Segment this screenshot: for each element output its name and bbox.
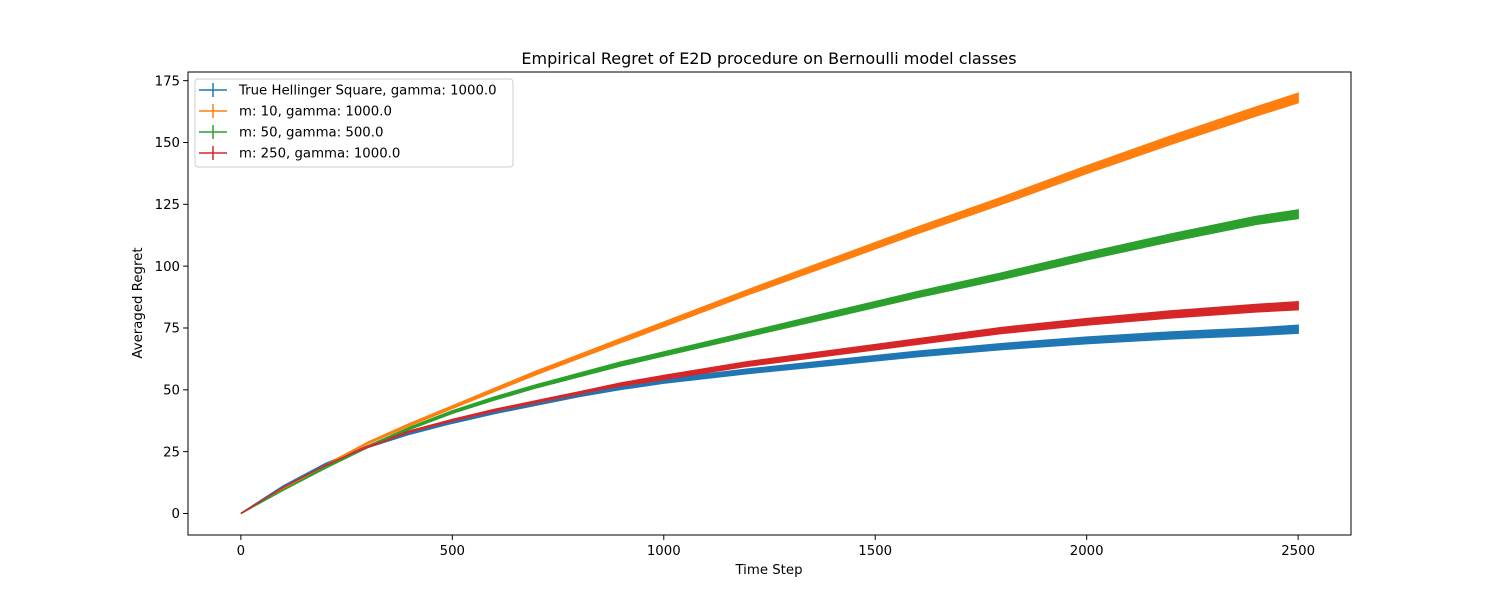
legend-label-2: m: 10, gamma: 1000.0 [239, 105, 392, 120]
series-line-4 [240, 304, 1299, 515]
series-line-2 [240, 97, 1299, 515]
x-tick-label: 500 [440, 544, 465, 559]
y-axis-label: Averaged Regret [131, 247, 146, 358]
y-tick-label: 25 [163, 445, 180, 460]
y-axis: 0 25 50 75 100 125 150 175 [155, 74, 188, 522]
legend: True Hellinger Square, gamma: 1000.0 m: 1… [194, 78, 514, 168]
x-axis: 0 500 1000 1500 2000 2500 [237, 535, 1315, 559]
legend-label-1: True Hellinger Square, gamma: 1000.0 [238, 84, 497, 99]
x-tick-label: 1500 [858, 544, 892, 559]
x-tick-label: 2000 [1070, 544, 1104, 559]
legend-label-4: m: 250, gamma: 1000.0 [239, 147, 400, 162]
x-tick-label: 2500 [1281, 544, 1315, 559]
x-tick-label: 0 [237, 544, 245, 559]
y-tick-label: 175 [155, 74, 180, 89]
x-tick-label: 1000 [647, 544, 681, 559]
x-axis-label: Time Step [734, 563, 802, 578]
plot-lines [240, 97, 1299, 515]
chart-title: Empirical Regret of E2D procedure on Ber… [521, 49, 1016, 68]
y-tick-label: 0 [172, 507, 180, 522]
y-tick-label: 50 [163, 384, 180, 399]
y-tick-label: 150 [155, 136, 180, 151]
plot-frame [187, 71, 1352, 536]
legend-label-3: m: 50, gamma: 500.0 [239, 126, 383, 141]
y-tick-label: 100 [155, 260, 180, 275]
legend-box [194, 78, 514, 168]
y-tick-label: 125 [155, 198, 180, 213]
y-tick-label: 75 [163, 322, 180, 337]
